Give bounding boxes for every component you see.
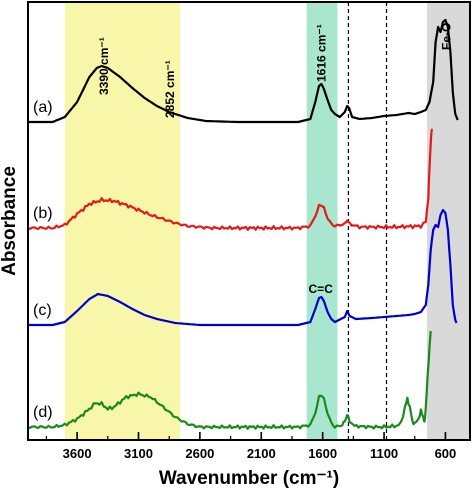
x-tick-label-1: 3100 <box>124 446 153 461</box>
plot-frame <box>27 1 471 441</box>
x-axis-title: Wavenumber (cm⁻¹) <box>159 468 339 489</box>
spectra-series <box>27 18 459 430</box>
curve-label-3: (d) <box>33 404 53 421</box>
x-tick-label-4: 1600 <box>308 446 337 461</box>
annotation-3: Fe-O <box>439 23 453 50</box>
series-line-2 <box>28 208 458 327</box>
x-tick-label-0: 3600 <box>63 446 92 461</box>
x-axis-ticks: 3600 3100 2600 2100 1600 1100 600 <box>45 432 457 461</box>
curve-labels: (a) (b) (c) (d) <box>33 99 53 421</box>
curve-label-0: (a) <box>33 99 53 116</box>
x-tick-label-2: 2600 <box>185 446 214 461</box>
curve-label-1: (b) <box>33 205 53 222</box>
dashed-reference-lines <box>347 2 388 440</box>
x-tick-label-6: 600 <box>435 446 457 461</box>
series-line-1 <box>27 128 433 231</box>
annotation-1: 2852 cm⁻¹ <box>163 60 177 118</box>
series-line-0 <box>28 18 459 124</box>
series-line-3 <box>27 330 432 430</box>
curve-label-2: (c) <box>33 302 52 319</box>
highlight-band-0 <box>64 2 181 440</box>
x-tick-label-5: 1100 <box>370 446 398 461</box>
annotation-4: C=C <box>309 282 334 296</box>
highlight-bands <box>64 2 470 440</box>
annotation-2: 1616 cm⁻¹ <box>315 24 329 82</box>
peak-annotations: 3390 cm⁻¹ 2852 cm⁻¹ 1616 cm⁻¹ Fe-O C=C <box>97 23 454 296</box>
x-tick-label-3: 2100 <box>247 446 276 461</box>
y-axis-title: Absorbance <box>0 166 20 276</box>
annotation-0: 3390 cm⁻¹ <box>97 37 111 95</box>
